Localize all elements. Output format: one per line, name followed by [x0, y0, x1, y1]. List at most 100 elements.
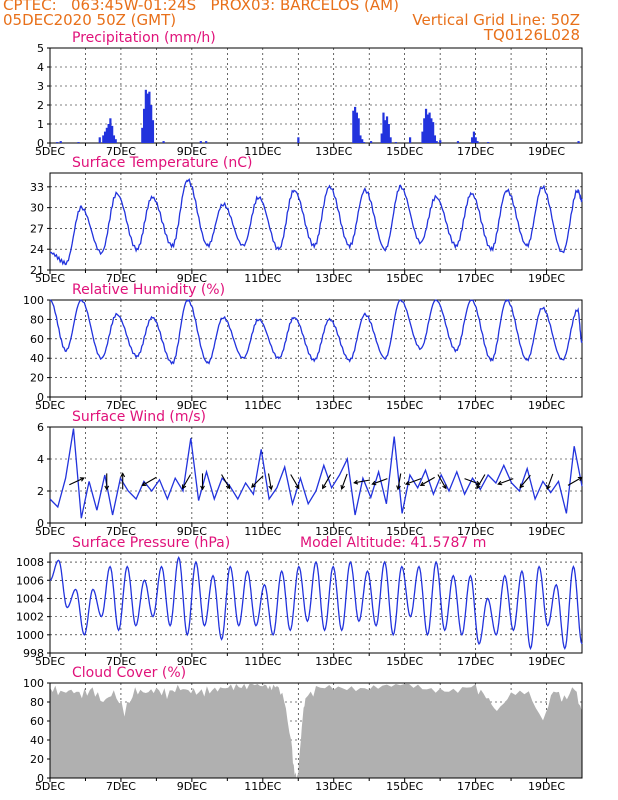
- wind-ytick-label: 0: [37, 517, 44, 530]
- precip-ytick-label: 5: [37, 42, 44, 55]
- wind-arrow-head: [577, 476, 583, 482]
- cloud-xtick-label: 15DEC: [386, 780, 423, 793]
- temp-ytick-label: 21: [30, 264, 44, 277]
- precip-bar: [150, 105, 153, 143]
- rh-ytick-label: 0: [37, 391, 44, 404]
- rh-xtick-label: 15DEC: [386, 399, 423, 412]
- precip-xtick-label: 9DEC: [177, 145, 207, 158]
- header-date-line: 05DEC2020 50Z (GMT): [3, 11, 177, 29]
- wind-xtick-label: 19DEC: [528, 525, 565, 538]
- precip-bar: [146, 93, 149, 143]
- precip-bar: [162, 141, 165, 143]
- wind-arrow-shaft: [322, 474, 332, 489]
- precip-bar: [56, 142, 59, 143]
- wind-title: Surface Wind (m/s): [72, 409, 206, 425]
- wind-arrow-head: [497, 480, 503, 486]
- rh-xtick-label: 13DEC: [315, 399, 352, 412]
- precip-plot-frame: [49, 47, 583, 144]
- precip-bar: [362, 142, 366, 143]
- rh-xtick-label: 19DEC: [528, 399, 565, 412]
- wind-arrow-shaft: [354, 479, 371, 484]
- precip-xtick-label: 19DEC: [528, 145, 565, 158]
- pressure-ytick-label: 998: [23, 647, 44, 660]
- wind-arrow-shaft: [498, 478, 514, 485]
- wind-xtick-label: 15DEC: [386, 525, 423, 538]
- pressure-panel: [47, 552, 583, 657]
- pressure-annotation: Model Altitude: 41.5787 m: [300, 535, 486, 551]
- wind-arrow-head: [519, 483, 525, 489]
- cloud-xtick-label: 11DEC: [244, 780, 281, 793]
- wind-xtick-label: 7DEC: [106, 525, 136, 538]
- cloud-ytick-label: 100: [23, 677, 44, 690]
- temp-xtick-label: 9DEC: [177, 272, 207, 285]
- precip-bar: [474, 137, 477, 143]
- precip-bar: [408, 137, 412, 143]
- pressure-xtick-label: 11DEC: [244, 655, 281, 668]
- cloud-cover-area: [50, 684, 582, 778]
- wind-arrow-head: [396, 485, 401, 491]
- precip-bar: [577, 141, 580, 143]
- wind-arrow-shaft: [405, 478, 422, 485]
- wind-panel: [47, 426, 583, 527]
- temp-ytick-label: 27: [30, 222, 44, 235]
- precip-bar: [472, 131, 476, 143]
- wind-arrow-shaft: [372, 478, 388, 485]
- wind-plot-frame: [49, 426, 583, 524]
- precip-bar: [433, 135, 437, 143]
- precip-ytick-label: 3: [37, 80, 44, 93]
- pressure-ytick-label: 1004: [16, 592, 44, 605]
- precip-bar: [389, 137, 392, 143]
- precip-bar: [394, 142, 397, 143]
- wind-xtick-label: 11DEC: [244, 525, 281, 538]
- wind-arrow-shaft: [341, 473, 348, 490]
- precip-ytick-label: 1: [37, 118, 44, 131]
- wind-ytick-label: 6: [37, 421, 44, 434]
- wind-arrow-shaft: [251, 475, 264, 488]
- precip-xtick-label: 13DEC: [315, 145, 352, 158]
- precip-panel: [47, 47, 583, 147]
- precip-bar: [435, 141, 438, 143]
- precip-bar: [385, 116, 389, 143]
- wind-xtick-label: 9DEC: [177, 525, 207, 538]
- precip-bar: [297, 137, 300, 143]
- precip-bar: [59, 141, 62, 143]
- wind-arrow-head: [295, 484, 300, 490]
- cloud-ytick-label: 80: [30, 696, 44, 709]
- cloud-xtick-label: 19DEC: [528, 780, 565, 793]
- rh-ytick-label: 20: [30, 372, 44, 385]
- rh-panel: [47, 299, 583, 401]
- precip-bar: [456, 141, 460, 143]
- wind-arrow-head: [404, 480, 411, 486]
- precip-bar: [369, 141, 373, 143]
- wind-xtick-label: 13DEC: [315, 525, 352, 538]
- wind-arrow-shaft: [546, 473, 554, 490]
- pressure-xtick-label: 19DEC: [528, 655, 565, 668]
- header-grid-note: Vertical Grid Line: 50Z: [412, 11, 580, 29]
- rh-series-line: [49, 299, 583, 366]
- wind-arrow-shaft: [69, 477, 85, 486]
- header-model-code: TQ0126L028: [483, 26, 580, 44]
- precip-bar: [205, 141, 208, 143]
- precip-ytick-label: 2: [37, 99, 44, 112]
- precip-bar: [426, 114, 429, 143]
- rh-title: Relative Humidity (%): [72, 282, 225, 298]
- precip-bar: [148, 91, 151, 143]
- precip-bar: [439, 140, 442, 143]
- pressure-ytick-label: 1002: [16, 611, 44, 624]
- pressure-series-line: [49, 555, 583, 651]
- precip-bar: [424, 108, 428, 143]
- precip-bar: [355, 112, 358, 143]
- wind-arrow-shaft: [567, 476, 583, 486]
- rh-ytick-label: 100: [23, 294, 44, 307]
- precip-bar: [359, 135, 362, 143]
- cloud-ytick-label: 0: [37, 772, 44, 785]
- precip-bar: [109, 118, 112, 143]
- rh-xtick-label: 7DEC: [106, 399, 136, 412]
- temp-ytick-label: 24: [30, 243, 44, 256]
- wind-arrow-shaft: [476, 474, 486, 489]
- pressure-ytick-label: 1000: [16, 629, 44, 642]
- wind-arrow-shaft: [519, 474, 531, 488]
- precip-bar: [471, 137, 474, 143]
- wind-arrow-head: [200, 485, 205, 491]
- wind-arrow-head: [322, 484, 327, 490]
